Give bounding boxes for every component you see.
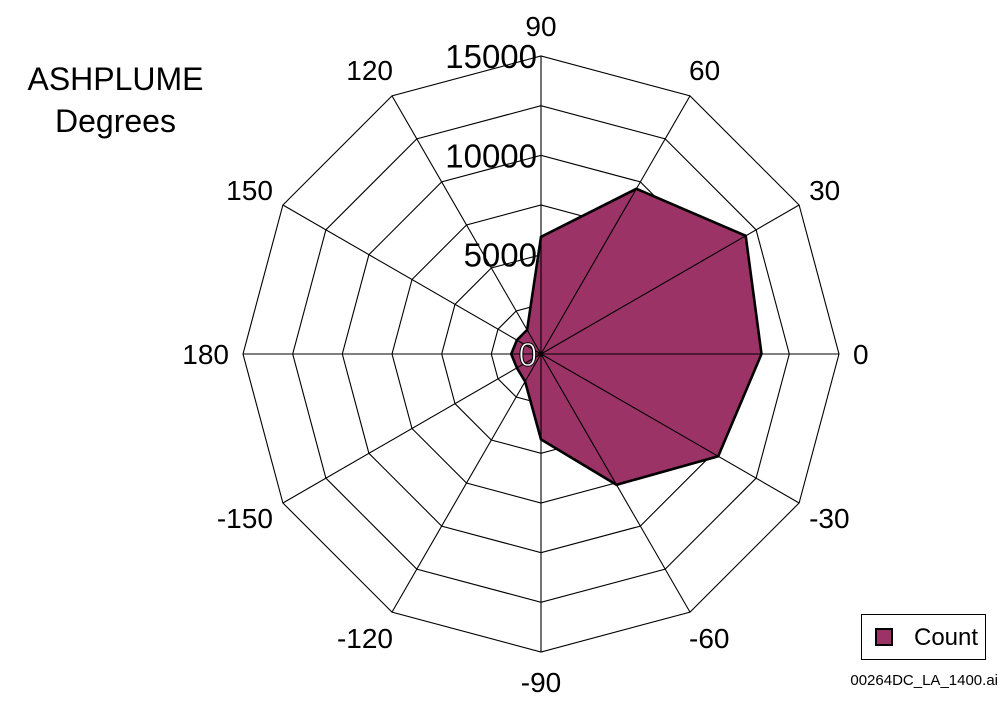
angle-label: -60 xyxy=(689,623,729,654)
series-polygon xyxy=(509,187,763,487)
radial-tick-labels: 0 5000 10000 15000 xyxy=(445,38,537,374)
radial-tick-label: 10000 xyxy=(445,137,537,174)
angle-labels: 0 30 60 90 120 150 180 -150 -120 -90 -60 -30 xyxy=(182,11,868,698)
radial-tick-label: 5000 xyxy=(464,237,537,274)
angle-label: 30 xyxy=(809,175,840,206)
legend-swatch xyxy=(875,628,893,646)
angle-label: -30 xyxy=(809,503,849,534)
grid-spoke xyxy=(391,95,542,355)
series-spoke xyxy=(524,353,542,382)
angle-label: 0 xyxy=(853,339,869,370)
angle-label: 180 xyxy=(182,339,229,370)
series-spoke xyxy=(540,353,617,486)
angle-label: 90 xyxy=(525,11,556,42)
series-spoke xyxy=(540,188,637,355)
series-spoke xyxy=(526,329,542,355)
series-spoke xyxy=(540,235,746,355)
angle-label: -150 xyxy=(217,503,273,534)
radial-tick-label: 15000 xyxy=(445,38,537,75)
grid-spoke xyxy=(391,353,542,613)
grid-spoke xyxy=(282,204,542,355)
radial-tick-label: 0 xyxy=(519,336,537,373)
angle-label: -120 xyxy=(337,623,393,654)
angle-label: 60 xyxy=(689,55,720,86)
chart-title: ASHPLUME Degrees xyxy=(8,58,223,142)
legend-label: Count xyxy=(914,624,979,651)
grid-spoke xyxy=(282,353,542,504)
legend: Count xyxy=(861,614,986,660)
chart-title-line-1: ASHPLUME xyxy=(27,61,204,97)
series-spoke xyxy=(516,353,542,369)
figure-code: 00264DC_LA_1400.ai xyxy=(850,672,998,689)
chart-title-line-2: Degrees xyxy=(55,103,176,139)
series-layer xyxy=(509,187,763,487)
angle-label: 120 xyxy=(346,55,393,86)
angle-label: 150 xyxy=(226,175,273,206)
series-spoke xyxy=(516,339,542,355)
angle-label: -90 xyxy=(521,667,561,698)
series-spoke xyxy=(540,353,719,457)
